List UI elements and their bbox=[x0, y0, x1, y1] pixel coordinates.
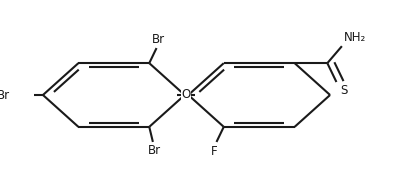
Text: F: F bbox=[211, 145, 218, 158]
Text: Br: Br bbox=[0, 89, 10, 101]
Text: Br: Br bbox=[152, 33, 165, 46]
Text: O: O bbox=[181, 88, 191, 101]
Text: NH₂: NH₂ bbox=[344, 31, 366, 44]
Text: S: S bbox=[340, 84, 347, 97]
Text: Br: Br bbox=[148, 144, 161, 157]
